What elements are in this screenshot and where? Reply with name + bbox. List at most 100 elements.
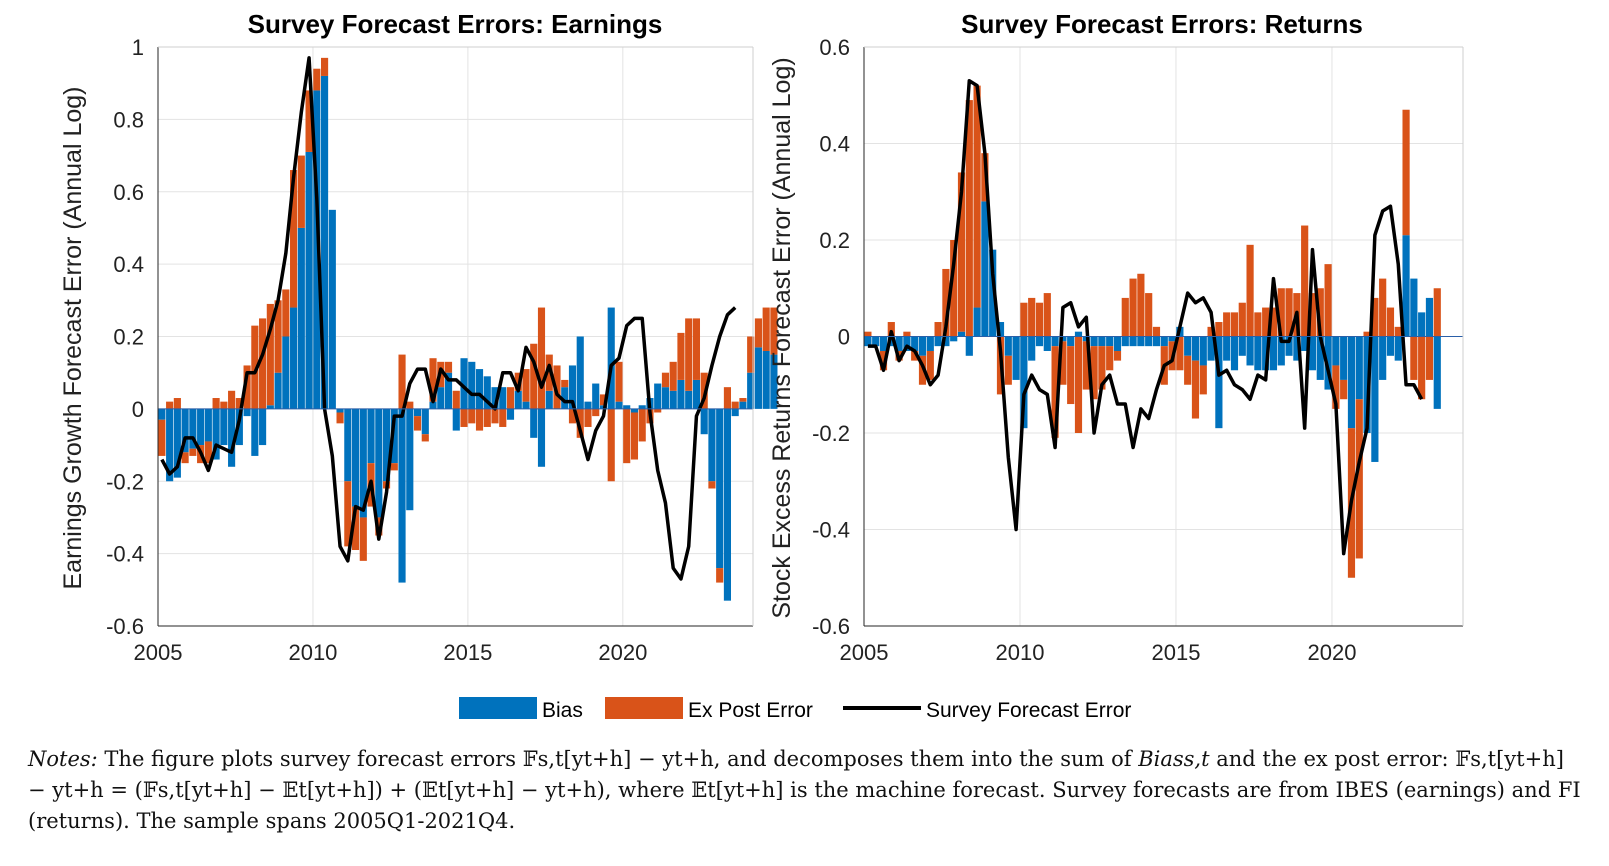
returns-ex-post-error-bar <box>934 322 942 337</box>
returns-bias-bar <box>942 336 950 347</box>
returns-ex-post-error-bar <box>887 322 895 337</box>
returns-ex-post-error-bar <box>1129 278 1137 337</box>
returns-bias-bar <box>996 322 1005 337</box>
earnings-ex-post-error-bar <box>452 390 460 409</box>
earnings-bias-bar <box>266 405 274 409</box>
returns-ex-post-error-bar <box>1106 346 1114 371</box>
returns-bias-bar <box>981 201 989 337</box>
returns-ex-post-error-bar <box>1285 288 1293 337</box>
earnings-ex-post-error-bar <box>460 408 468 427</box>
returns-bias-bar <box>1425 297 1434 337</box>
earnings-ex-post-error-bar <box>630 412 639 460</box>
earnings-x-tick-label: 2010 <box>288 640 337 665</box>
returns-bias-bar <box>1277 336 1285 366</box>
earnings-ex-post-error-bar <box>731 401 739 409</box>
returns-ex-post-error-bar <box>1191 360 1200 419</box>
returns-bias-bar <box>934 336 942 347</box>
earnings-bias-bar <box>723 408 731 601</box>
earnings-ex-post-error-bar <box>282 289 290 337</box>
returns-bias-bar <box>1418 312 1426 337</box>
notes-text-5: is the machine forecast. Survey forecast… <box>28 778 1581 833</box>
earnings-bias-bar <box>545 390 553 409</box>
earnings-bias-bar <box>506 408 515 420</box>
returns-y-tick-label: 0.4 <box>819 132 850 157</box>
returns-ex-post-error-bar <box>903 331 911 337</box>
earnings-ex-post-error-bar <box>545 354 553 391</box>
earnings-ex-post-error-bar <box>762 307 770 351</box>
legend-swatch-bias <box>459 697 537 719</box>
returns-bias-bar <box>950 336 958 342</box>
earnings-x-tick-label: 2015 <box>443 640 492 665</box>
returns-bias-bar <box>864 336 872 347</box>
earnings-ex-post-error-bar <box>468 408 476 424</box>
earnings-bias-bar <box>382 408 391 482</box>
earnings-bias-bar <box>468 361 476 409</box>
returns-bias-bar <box>1301 336 1309 351</box>
returns-y-tick-label: 0.2 <box>819 228 850 253</box>
returns-ex-post-error-bar <box>1051 346 1059 438</box>
earnings-bias-bar <box>514 390 522 409</box>
returns-bias-bar <box>1371 336 1379 462</box>
earnings-ex-post-error-bar <box>739 398 747 402</box>
earnings-ex-post-error-bar <box>444 361 453 373</box>
returns-bias-bar <box>1355 336 1363 400</box>
earnings-ex-post-error-bar <box>259 318 267 409</box>
earnings-bias-bar <box>762 350 770 409</box>
returns-ex-post-error-bar <box>1074 336 1083 433</box>
earnings-ex-post-error-bar <box>235 398 243 409</box>
earnings-ex-post-error-bar <box>491 408 499 424</box>
earnings-ex-post-error-bar <box>158 419 166 456</box>
earnings-bias-bar <box>770 354 778 409</box>
earnings-bars <box>158 57 778 601</box>
earnings-ex-post-error-bar <box>321 57 329 76</box>
earnings-forecast-error-line <box>160 56 737 581</box>
returns-ex-post-error-bar <box>1433 288 1441 337</box>
earnings-x-tick-label: 2020 <box>598 640 647 665</box>
earnings-bias-bar <box>731 408 739 417</box>
returns-x-tick-label: 2010 <box>996 640 1045 665</box>
returns-bias-bar <box>1316 336 1324 380</box>
returns-ex-post-error-bar <box>1262 307 1270 337</box>
earnings-bias-bar <box>623 405 631 409</box>
earnings-bias-bar <box>398 408 406 583</box>
earnings-bias-bar <box>638 405 646 409</box>
returns-bias-bar <box>1207 336 1215 361</box>
returns-ex-post-error-bar <box>1043 293 1051 337</box>
earnings-ex-post-error-bar <box>220 401 228 409</box>
earnings-bias-bar <box>290 307 298 409</box>
returns-bias-bar <box>1074 331 1083 337</box>
earnings-ex-post-error-bar <box>212 398 220 409</box>
returns-ex-post-error-bar <box>1410 336 1418 380</box>
returns-ex-post-error-bar <box>942 268 950 337</box>
earnings-ex-post-error-bar <box>537 307 546 409</box>
returns-bias-bar <box>1285 336 1293 356</box>
returns-bias-bar <box>887 336 895 347</box>
returns-bias-bar <box>1028 336 1036 361</box>
earnings-bias-bar <box>359 408 367 518</box>
returns-bias-bar <box>1106 336 1114 347</box>
returns-bias-bar <box>1129 336 1137 347</box>
earnings-bias-bar <box>189 408 197 449</box>
notes-label: Notes: <box>28 747 98 771</box>
returns-bias-bar <box>1160 336 1168 347</box>
earnings-bias-bar <box>561 387 569 409</box>
earnings-bias-bar <box>708 408 716 482</box>
earnings-y-tick-label: -0.2 <box>106 469 144 494</box>
earnings-ex-post-error-bar <box>561 379 569 388</box>
returns-bias-bar <box>1293 336 1301 361</box>
earnings-bias-bar <box>692 379 701 409</box>
returns-ex-post-error-bar <box>1145 293 1153 337</box>
returns-ex-post-error-bar <box>1324 264 1332 337</box>
returns-chart-title: Survey Forecast Errors: Returns <box>961 9 1363 39</box>
earnings-y-tick-label: 0 <box>132 397 144 422</box>
returns-ex-post-error-bar <box>1277 288 1285 337</box>
earnings-panel: Survey Forecast Errors: Earnings Earning… <box>59 9 778 665</box>
returns-ex-post-error-bar <box>1067 346 1075 405</box>
returns-bias-bar <box>1347 336 1356 429</box>
returns-bias-bar <box>1098 336 1106 347</box>
returns-ex-post-error-bar <box>1215 322 1223 337</box>
returns-ex-post-error-bar <box>1035 302 1044 337</box>
returns-bias-bar <box>1379 336 1387 380</box>
earnings-bias-bar <box>406 408 414 511</box>
earnings-bias-bar <box>615 401 623 409</box>
